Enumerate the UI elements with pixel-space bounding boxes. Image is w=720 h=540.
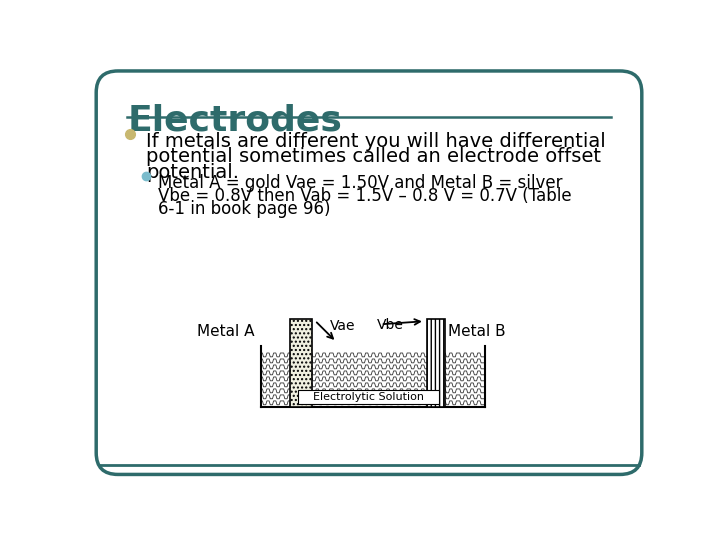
Text: potential sometimes called an electrode offset: potential sometimes called an electrode … [145,147,600,166]
Text: Metal A: Metal A [197,325,254,340]
Text: Vbe = 0.8V then Vab = 1.5V – 0.8 V = 0.7V (Table: Vbe = 0.8V then Vab = 1.5V – 0.8 V = 0.7… [158,187,572,205]
Text: If metals are different you will have differential: If metals are different you will have di… [145,132,606,151]
Bar [427,319,445,408]
Text: Electrolytic Solution: Electrolytic Solution [312,392,424,402]
Text: Electrodes: Electrodes [127,103,342,137]
FancyBboxPatch shape [96,71,642,475]
Text: 6-1 in book page 96): 6-1 in book page 96) [158,200,330,218]
Bar [297,390,438,403]
Text: Vbe: Vbe [377,318,404,332]
Text: Metal A = gold Vae = 1.50V and Metal B = silver: Metal A = gold Vae = 1.50V and Metal B =… [158,174,563,192]
Text: potential.: potential. [145,163,239,181]
Bar [290,319,312,408]
Text: Vae: Vae [330,319,355,333]
Text: Metal B: Metal B [448,325,505,340]
